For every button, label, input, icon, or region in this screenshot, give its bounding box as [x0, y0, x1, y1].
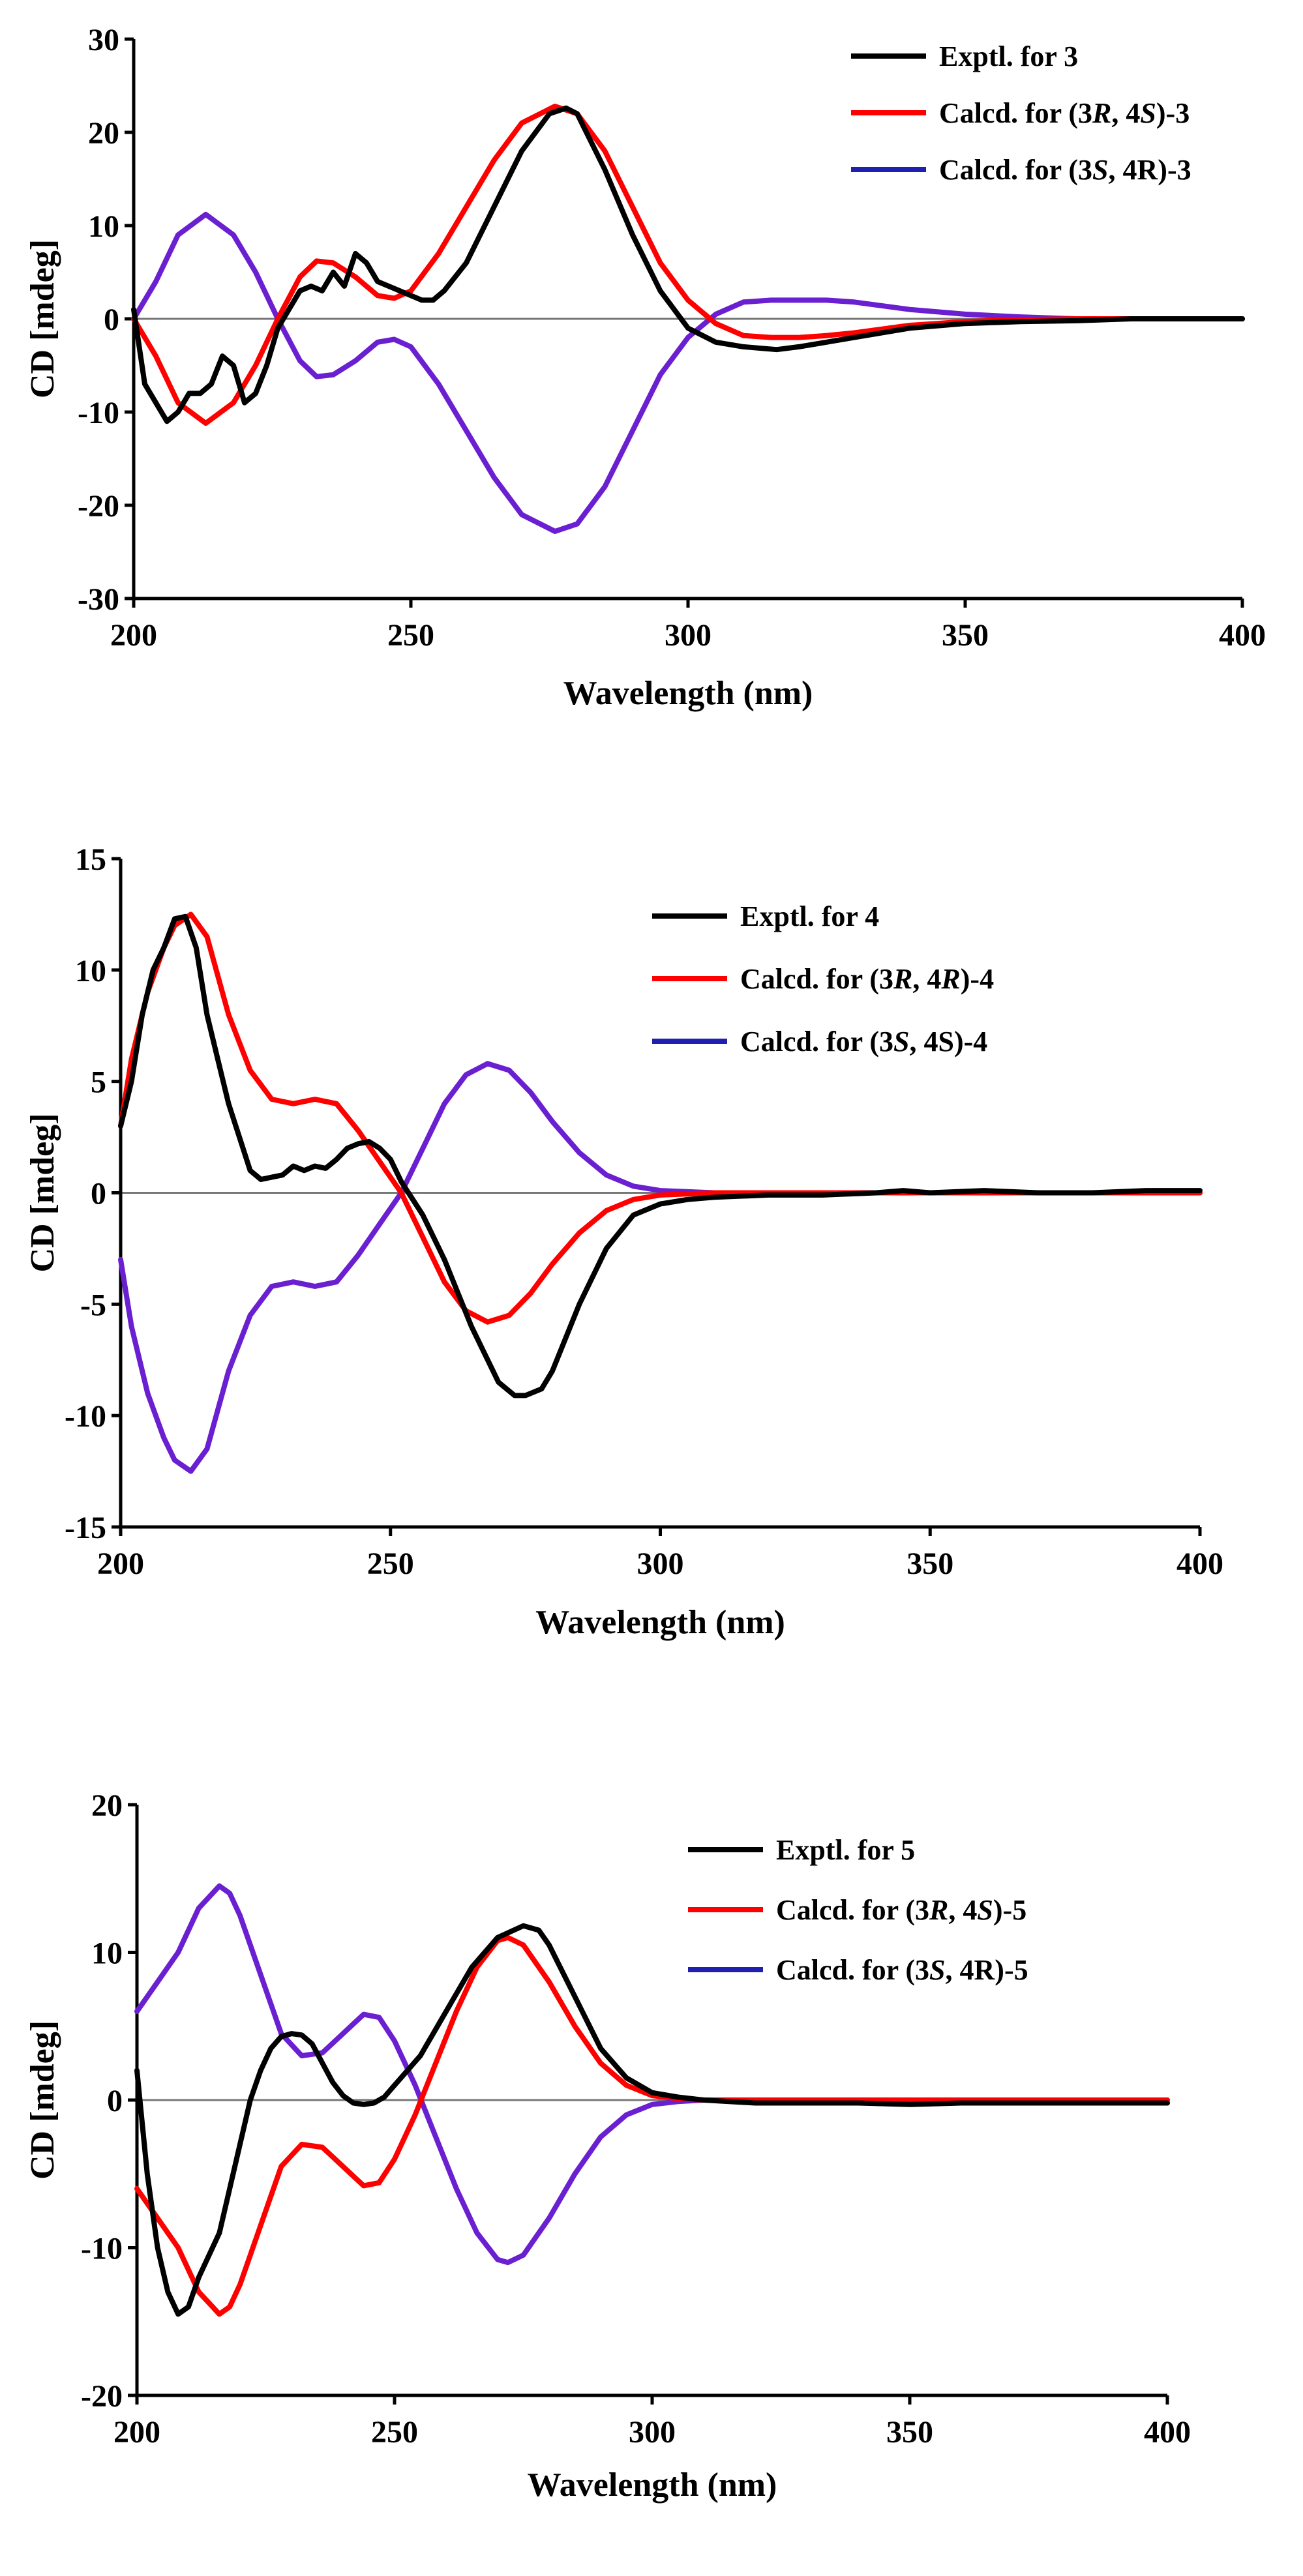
- series-line-calcd-a: [118, 911, 1203, 1325]
- legend-label-part: S: [1140, 97, 1156, 129]
- x-tick-label: 350: [906, 1547, 953, 1581]
- y-tick-label: -20: [78, 489, 119, 524]
- x-tick-label: 400: [1144, 2415, 1191, 2450]
- legend-label: Exptl. for 5: [776, 1834, 915, 1866]
- legend-label: Calcd. for (3R, 4R)-4: [740, 963, 994, 995]
- legend-label-part: S: [893, 1026, 909, 1058]
- legend-label: Exptl. for 3: [939, 40, 1078, 72]
- y-tick-label: -15: [65, 1511, 106, 1545]
- legend-label-part: , 4R)-3: [1109, 154, 1191, 186]
- x-tick-label: 300: [629, 2415, 676, 2450]
- y-tick-label: -20: [81, 2379, 123, 2414]
- legend-label-part: R: [1092, 97, 1111, 129]
- legend-label: Calcd. for (3R, 4S)-5: [776, 1894, 1026, 1926]
- x-tick-label: 350: [886, 2415, 933, 2450]
- legend-label-part: )-5: [993, 1894, 1026, 1926]
- x-axis-title: Wavelength (nm): [563, 675, 813, 712]
- y-axis-title: CD [mdeg]: [24, 1113, 61, 1272]
- legend-label-part: )-3: [1156, 97, 1190, 129]
- x-tick-label: 250: [367, 1547, 414, 1581]
- x-tick-label: 250: [371, 2415, 418, 2450]
- series-line-experimental: [131, 105, 1245, 424]
- legend-label-part: R: [940, 963, 960, 995]
- legend-label-part: )-4: [961, 963, 994, 995]
- y-tick-label: 10: [88, 209, 119, 244]
- y-tick-label: 15: [75, 842, 106, 877]
- legend-label: Calcd. for (3S, 4S)-4: [740, 1026, 987, 1058]
- y-tick-label: 0: [91, 1177, 106, 1211]
- x-tick-label: 300: [637, 1547, 684, 1581]
- legend-label-part: Calcd. for (3: [776, 1954, 929, 1986]
- legend-label-part: Calcd. for (3: [740, 963, 893, 995]
- legend-label-part: S: [977, 1894, 993, 1926]
- legend-label: Calcd. for (3R, 4S)-3: [939, 97, 1190, 129]
- x-tick-label: 350: [942, 618, 989, 653]
- y-tick-label: 20: [88, 116, 119, 151]
- y-tick-label: 5: [91, 1065, 106, 1100]
- x-axis-title: Wavelength (nm): [535, 1604, 785, 1641]
- legend-label-part: R: [929, 1894, 948, 1926]
- legend-label-part: R: [893, 963, 912, 995]
- series-line-calcd-a: [131, 104, 1245, 426]
- legend-label: Exptl. for 4: [740, 900, 879, 932]
- y-tick-label: -5: [80, 1288, 106, 1322]
- y-tick-label: -10: [78, 396, 119, 430]
- legend-label-part: Calcd. for (3: [939, 97, 1092, 129]
- series-line-experimental: [134, 1923, 1170, 2317]
- x-tick-label: 400: [1219, 618, 1266, 653]
- legend-label-part: , 4: [1111, 97, 1140, 129]
- legend-label-part: Calcd. for (3: [939, 154, 1092, 186]
- x-tick-label: 200: [113, 2415, 160, 2450]
- legend-label-part: , 4S)-4: [910, 1026, 988, 1058]
- legend-label-part: , 4: [912, 963, 941, 995]
- y-axis-title: CD [mdeg]: [24, 2021, 61, 2180]
- legend-label-part: Exptl. for 4: [740, 900, 879, 932]
- legend-label-part: , 4R)-5: [946, 1954, 1028, 1986]
- y-tick-label: 30: [88, 23, 119, 57]
- y-tick-label: 0: [104, 303, 119, 337]
- legend-label: Calcd. for (3S, 4R)-3: [939, 154, 1191, 186]
- y-tick-label: 10: [75, 954, 106, 988]
- legend-label-part: Exptl. for 5: [776, 1834, 915, 1866]
- legend-label-part: , 4: [948, 1894, 977, 1926]
- x-tick-label: 200: [97, 1547, 144, 1581]
- x-axis-title: Wavelength (nm): [528, 2466, 777, 2504]
- x-tick-label: 250: [387, 618, 434, 653]
- y-tick-label: -10: [81, 2232, 123, 2266]
- y-tick-label: -30: [78, 582, 119, 617]
- y-tick-label: 0: [107, 2084, 123, 2118]
- x-tick-label: 300: [665, 618, 711, 653]
- x-tick-label: 400: [1176, 1547, 1223, 1581]
- y-tick-label: -10: [65, 1399, 106, 1434]
- legend-label: Calcd. for (3S, 4R)-5: [776, 1954, 1028, 1986]
- y-axis-title: CD [mdeg]: [24, 239, 61, 398]
- legend-label-part: Calcd. for (3: [776, 1894, 929, 1926]
- legend-label-part: S: [1092, 154, 1108, 186]
- y-tick-label: 20: [91, 1788, 123, 1823]
- y-tick-label: 10: [91, 1936, 123, 1971]
- legend-label-part: Exptl. for 3: [939, 40, 1078, 72]
- series-line-experimental: [118, 913, 1203, 1399]
- legend-label-part: S: [929, 1954, 945, 1986]
- legend-label-part: Calcd. for (3: [740, 1026, 893, 1058]
- x-tick-label: 200: [110, 618, 157, 653]
